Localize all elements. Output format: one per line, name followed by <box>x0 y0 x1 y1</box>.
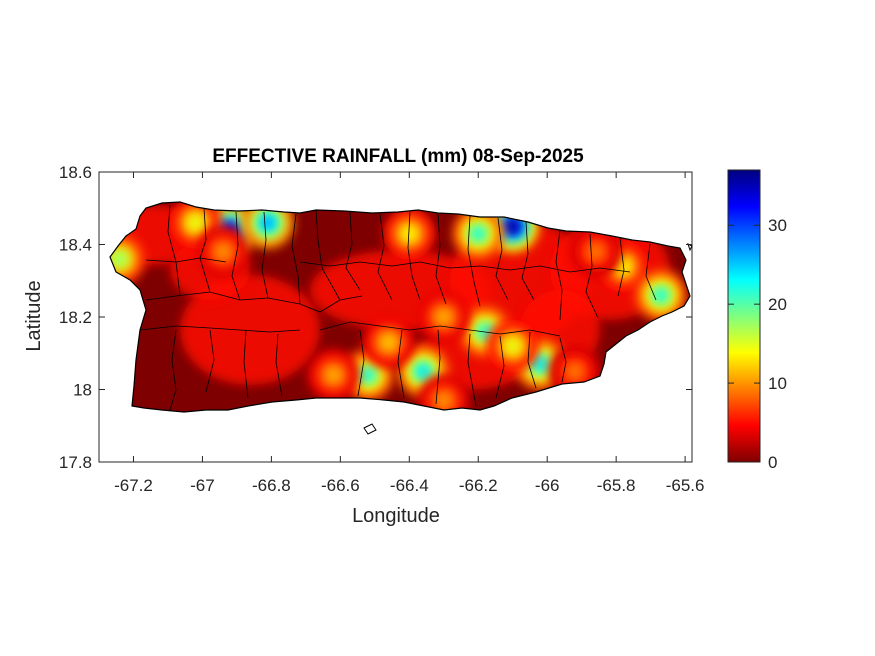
municipality-line <box>205 329 215 393</box>
rainfall-field <box>110 202 690 412</box>
x-tick-label: -66.2 <box>459 476 498 495</box>
x-tick-label: -65.6 <box>666 476 705 495</box>
rain-hotspot <box>569 225 622 278</box>
municipality-line <box>527 331 537 389</box>
y-tick-label: 18.4 <box>59 236 92 255</box>
rain-hotspot <box>486 320 539 372</box>
municipality-line <box>617 237 625 297</box>
x-axis-ticks: -67.2 -67 -66.8 -66.6 -66.4 -66.2 -66 -65.8 -65.… <box>114 172 704 495</box>
map-axes: -67.2 -67 -66.8 -66.6 -66.4 -66.2 -66 -65.8 -65.… <box>59 163 705 495</box>
municipality-line <box>377 213 393 301</box>
municipality-line <box>645 243 657 301</box>
y-tick-label: 18.6 <box>59 163 92 182</box>
municipality-line <box>407 211 421 301</box>
colorbar-tick-label: 0 <box>768 453 777 472</box>
y-axis-ticks: 17.8 18 18.2 18.4 18.6 <box>59 163 692 472</box>
x-tick-label: -67.2 <box>114 476 153 495</box>
x-tick-label: -66.6 <box>321 476 360 495</box>
municipality-line <box>585 233 599 319</box>
colorbar-tick-label: 20 <box>768 295 787 314</box>
y-axis-label: Latitude <box>23 280 45 351</box>
municipality-line <box>315 209 341 301</box>
rain-hotspot <box>417 291 470 343</box>
municipality-line <box>145 291 301 305</box>
hotspot-ring <box>506 220 519 233</box>
municipality-line <box>199 207 211 293</box>
hotspot-ring <box>189 216 202 229</box>
colorbar-ticks: 0 10 20 30 <box>728 216 787 472</box>
hotspot-ring <box>534 358 547 371</box>
municipality-line <box>495 217 509 301</box>
hotspot-ring <box>506 340 519 352</box>
municipality-boundaries <box>139 204 693 435</box>
hotspot-ring <box>361 369 374 381</box>
rain-hotspot <box>307 349 360 401</box>
x-tick-label: -66.4 <box>390 476 429 495</box>
municipality-line <box>555 229 563 321</box>
hotspot-ring <box>589 245 602 258</box>
municipality-line <box>559 337 567 383</box>
islet <box>363 423 377 435</box>
municipality-line <box>299 295 363 313</box>
hotspot-ring <box>403 227 416 240</box>
y-tick-label: 17.8 <box>59 453 92 472</box>
hotspot-ring <box>472 227 485 240</box>
rain-hotspot <box>197 225 250 278</box>
municipality-line <box>299 261 631 273</box>
hotspot-ring <box>327 369 340 381</box>
hotspot-ring <box>217 245 230 258</box>
x-tick-label: -66 <box>535 476 560 495</box>
hotspot-ring <box>568 365 581 378</box>
hotspot-ring <box>382 336 395 349</box>
island-coastline <box>109 201 691 413</box>
municipality-line <box>167 204 181 297</box>
municipality-line <box>345 211 361 291</box>
municipality-line <box>275 333 283 397</box>
colorbar: 0 10 20 30 <box>727 169 787 472</box>
hotspot-ring <box>437 394 450 407</box>
municipality-line <box>231 211 241 301</box>
municipality-line <box>467 333 477 407</box>
hotspot-ring <box>437 311 450 323</box>
municipality-line <box>139 325 301 333</box>
rain-zone <box>180 275 320 385</box>
y-tick-label: 18 <box>73 381 92 400</box>
municipality-line <box>521 221 535 301</box>
rain-hotspot <box>634 269 687 322</box>
hotspot-ring <box>261 216 274 229</box>
hotspot-ring <box>617 260 630 273</box>
x-tick-label: -67 <box>190 476 215 495</box>
hotspot-ring <box>479 325 492 338</box>
municipality-line <box>291 213 301 305</box>
municipality-line <box>169 329 177 411</box>
colorbar-tick-label: 10 <box>768 374 787 393</box>
municipality-line <box>243 329 249 399</box>
hotspot-ring <box>417 365 430 378</box>
municipality-line <box>145 257 227 263</box>
municipality-line <box>495 335 505 399</box>
chart-title: EFFECTIVE RAINFALL (mm) 08-Sep-2025 <box>212 146 584 167</box>
hotspot-ring <box>113 253 126 265</box>
municipality-line <box>357 329 365 397</box>
colorbar-tick-label: 30 <box>768 216 787 235</box>
rain-hotspot <box>362 316 415 369</box>
colorbar-scale <box>727 169 761 463</box>
municipality-line <box>435 329 441 405</box>
x-tick-label: -66.8 <box>252 476 291 495</box>
municipality-line <box>397 329 405 399</box>
y-tick-label: 18.2 <box>59 308 92 327</box>
rain-hotspot <box>383 207 436 260</box>
municipality-line <box>319 321 561 337</box>
rain-hotspot <box>452 207 505 260</box>
x-axis-label: Longitude <box>352 505 440 527</box>
municipality-line <box>435 213 447 305</box>
municipality-line <box>261 211 269 299</box>
x-tick-label: -65.8 <box>597 476 636 495</box>
hotspot-ring <box>654 289 667 302</box>
municipality-line <box>467 215 481 307</box>
rain-hotspot <box>597 240 650 293</box>
